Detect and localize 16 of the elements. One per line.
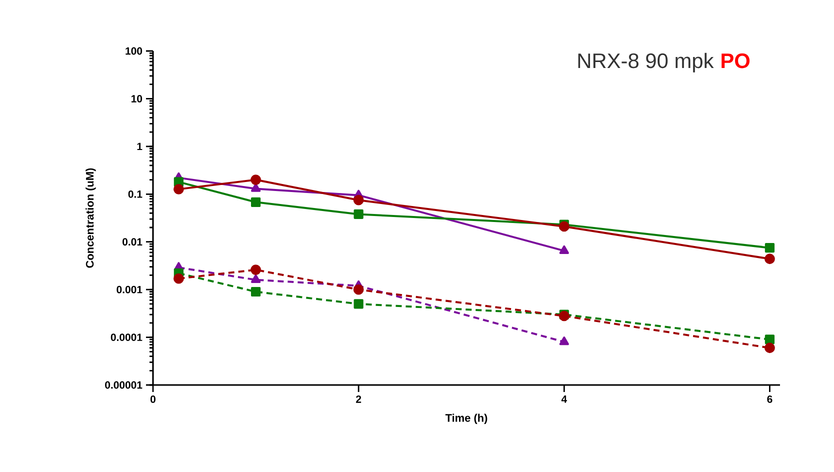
y-tick-label: 0.001: [116, 286, 142, 294]
x-axis-title: Time (h): [445, 414, 488, 424]
x-tick-label: 0: [150, 396, 156, 403]
chart-subtitle: PO: [722, 53, 750, 68]
y-tick-label: 0.1: [128, 190, 142, 198]
x-tick-label: 4: [561, 396, 567, 403]
y-tick-label: 0.0001: [110, 334, 142, 341]
chart-title: NRX-8 90 mpk: [578, 52, 714, 72]
y-tick-label: 0.00001: [105, 381, 142, 389]
x-tick-label: 6: [767, 396, 772, 403]
y-tick-label: 1: [137, 142, 142, 150]
x-tick-label: 2: [356, 396, 362, 403]
y-tick-label: 100: [126, 47, 142, 55]
y-axis-title: Concentration (uM): [86, 168, 96, 268]
y-tick-label: 10: [132, 95, 142, 102]
y-tick-label: 0.01: [122, 238, 142, 246]
